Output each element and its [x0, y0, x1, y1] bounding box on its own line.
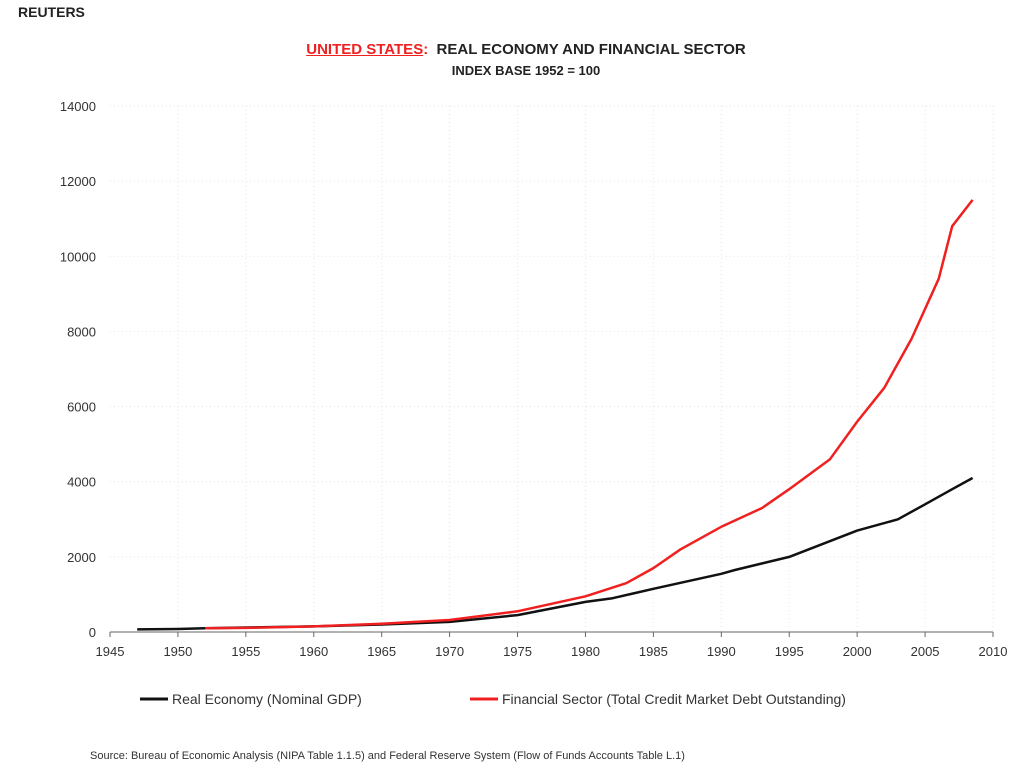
- y-tick-label: 8000: [67, 324, 96, 339]
- chart-subtitle: INDEX BASE 1952 = 100: [451, 63, 601, 78]
- y-tick-label: 6000: [67, 400, 96, 415]
- series-line-0: [137, 476, 974, 631]
- source-note: Source: Bureau of Economic Analysis (NIP…: [90, 750, 685, 762]
- legend-label: Financial Sector (Total Credit Market De…: [502, 691, 846, 707]
- y-tick-label: 12000: [60, 174, 96, 189]
- x-tick-label: 2000: [843, 644, 872, 659]
- y-tick-label: 4000: [67, 475, 96, 490]
- x-tick-label: 1960: [299, 644, 328, 659]
- x-tick-label: 1985: [639, 644, 668, 659]
- legend-label: Real Economy (Nominal GDP): [172, 691, 362, 707]
- title-highlight: UNITED STATES: [306, 41, 424, 58]
- x-tick-label: 1955: [231, 644, 260, 659]
- y-tick-label: 2000: [67, 550, 96, 565]
- title-main: REAL ECONOMY AND FINANCIAL SECTOR: [436, 41, 746, 58]
- title-sep: :: [423, 41, 429, 58]
- x-tick-label: 2010: [979, 644, 1008, 659]
- x-tick-label: 1975: [503, 644, 532, 659]
- y-tick-label: 0: [89, 625, 96, 640]
- y-tick-label: 14000: [60, 99, 96, 114]
- x-tick-label: 1990: [707, 644, 736, 659]
- reuters-logo: REUTERS: [18, 4, 85, 20]
- x-tick-label: 1965: [367, 644, 396, 659]
- chart-title: UNITED STATES: REAL ECONOMY AND FINANCIA…: [0, 41, 1032, 58]
- x-tick-label: 1970: [435, 644, 464, 659]
- x-tick-label: 2005: [911, 644, 940, 659]
- x-tick-label: 1945: [96, 644, 125, 659]
- series-line-1: [205, 199, 974, 630]
- x-tick-label: 1980: [571, 644, 600, 659]
- x-tick-label: 1950: [163, 644, 192, 659]
- y-tick-label: 10000: [60, 249, 96, 264]
- x-tick-label: 1995: [775, 644, 804, 659]
